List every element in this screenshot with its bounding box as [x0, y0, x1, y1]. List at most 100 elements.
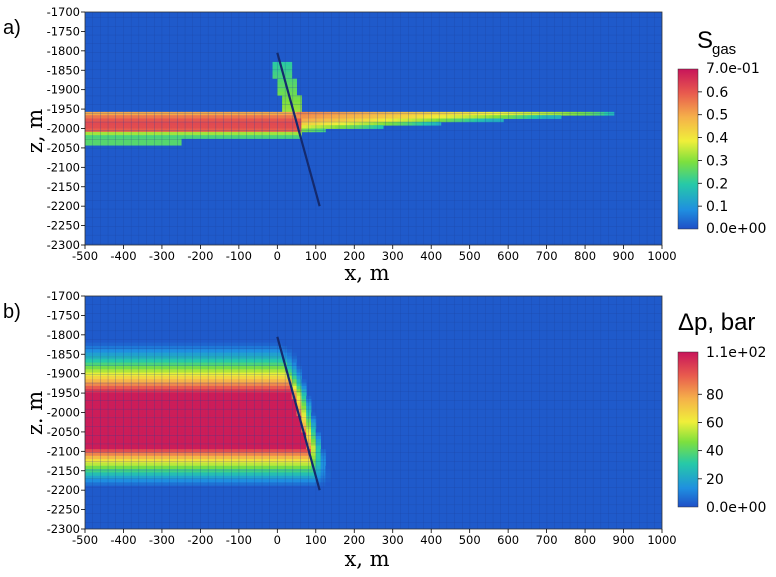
colorbar-a-min: 0.0e+00	[706, 221, 766, 237]
y-tick-label: -1900	[47, 83, 80, 97]
colorbar-tick-label: 60	[706, 415, 724, 431]
x-tick-label: -200	[187, 533, 213, 547]
colorbar-b-gradient	[677, 351, 699, 508]
y-tick-label: -1950	[47, 386, 80, 400]
y-ticks-a: -1700 -1750 -1800 -1850 -1900 -1950 -2000 -2050…	[47, 5, 85, 252]
x-tick-label: 300	[382, 249, 404, 263]
x-tick-label: 100	[305, 249, 327, 263]
colorbar-a-ticks: 0.6 0.5 0.4 0.3 0.2 0.1	[698, 85, 728, 215]
x-tick-label: 500	[459, 533, 481, 547]
x-axis-label-b: x, m	[344, 547, 389, 571]
x-tick-label: 1000	[647, 533, 676, 547]
x-tick-label: 500	[459, 249, 481, 263]
x-tick-label: 900	[613, 533, 635, 547]
x-tick-label: -300	[149, 533, 175, 547]
plot-area-a	[84, 11, 663, 246]
y-tick-label: -2250	[47, 219, 80, 233]
x-tick-label: -400	[110, 249, 136, 263]
y-ticks-b: -1700 -1750 -1800 -1850 -1900 -1950 -2000 -2050…	[47, 289, 85, 536]
panel-b-label: b)	[3, 301, 21, 323]
y-tick-label: -1850	[47, 347, 80, 361]
panel-a: a) -1700-1750-1800-1850-1900-1950-2000-2…	[3, 5, 766, 285]
x-tick-label: -400	[110, 533, 136, 547]
y-tick-label: -2000	[47, 406, 80, 420]
y-tick-label: -1800	[47, 328, 80, 342]
y-tick-label: -1700	[47, 5, 80, 19]
y-axis-label-b: z. m	[23, 391, 47, 435]
y-tick-label: -2000	[47, 122, 80, 136]
x-tick-label: -100	[226, 249, 252, 263]
colorbar-tick-label: 20	[706, 472, 724, 488]
y-tick-label: -2150	[47, 464, 80, 478]
x-axis-label-a: x, m	[344, 261, 389, 285]
x-tick-label: 1000	[647, 249, 676, 263]
x-tick-label: 400	[420, 249, 442, 263]
y-tick-label: -2300	[47, 238, 80, 252]
y-tick-label: -2050	[47, 141, 80, 155]
x-tick-label: 200	[343, 249, 365, 263]
x-ticks-b: -500 -400 -300 -200 -100 0 100 200 300 400 500 600 7…	[72, 529, 677, 547]
panel-b: b) -1700-1750-1800-1850-1900-1950-2000-2…	[3, 289, 766, 571]
panel-a-label: a)	[3, 17, 21, 39]
x-tick-label: 900	[613, 249, 635, 263]
colorbar-b: Δp, bar 1.1e+02 0.0e+00 80 60 40 20	[677, 309, 766, 516]
x-tick-label: -200	[187, 249, 213, 263]
colorbar-b-title: Δp, bar	[678, 309, 755, 336]
x-tick-label: 200	[343, 533, 365, 547]
x-tick-label: -100	[226, 533, 252, 547]
mesh-grid-a	[85, 12, 662, 245]
x-tick-label: 600	[497, 249, 519, 263]
colorbar-a-max: 7.0e-01	[706, 61, 760, 77]
y-tick-label: -2050	[47, 425, 80, 439]
colorbar-b-max: 1.1e+02	[706, 345, 766, 361]
x-tick-label: -300	[149, 249, 175, 263]
x-tick-label: -500	[72, 249, 98, 263]
y-tick-label: -1800	[47, 44, 80, 58]
x-tick-label: -500	[72, 533, 98, 547]
x-tick-label: 300	[382, 533, 404, 547]
x-tick-label: 800	[574, 533, 596, 547]
mesh-grid-b	[85, 296, 662, 529]
colorbar-tick-label: 80	[706, 387, 724, 403]
y-tick-label: -1750	[47, 24, 80, 38]
y-tick-label: -2100	[47, 444, 80, 458]
y-tick-label: -2200	[47, 483, 80, 497]
x-tick-label: 600	[497, 533, 519, 547]
y-tick-label: -1700	[47, 289, 80, 303]
colorbar-a-title: S	[697, 27, 713, 54]
colorbar-tick-label: 0.1	[706, 199, 728, 215]
x-tick-label: 100	[305, 533, 327, 547]
y-tick-label: -2250	[47, 503, 80, 517]
y-tick-label: -2150	[47, 180, 80, 194]
x-tick-label: 700	[536, 533, 558, 547]
colorbar-tick-label: 0.5	[706, 108, 728, 124]
x-tick-label: 0	[274, 249, 281, 263]
x-tick-label: 800	[574, 249, 596, 263]
colorbar-b-ticks: 80 60 40 20	[698, 387, 724, 488]
colorbar-tick-label: 0.2	[706, 176, 728, 192]
y-tick-label: -2200	[47, 199, 80, 213]
plot-area-b	[84, 295, 663, 530]
y-tick-label: -1950	[47, 102, 80, 116]
x-tick-label: 0	[274, 533, 281, 547]
y-tick-label: -1850	[47, 63, 80, 77]
colorbar-a-gradient	[677, 68, 699, 230]
colorbar-b-min: 0.0e+00	[706, 500, 766, 516]
colorbar-tick-label: 0.6	[706, 85, 728, 101]
fault-line-b	[276, 336, 321, 491]
y-tick-label: -2300	[47, 522, 80, 536]
x-tick-label: 400	[420, 533, 442, 547]
y-tick-label: -1900	[47, 367, 80, 381]
colorbar-tick-label: 0.3	[706, 153, 728, 169]
y-axis-label-a: z, m	[23, 109, 47, 153]
y-tick-label: -2100	[47, 160, 80, 174]
fault-line-a	[276, 52, 321, 207]
colorbar-tick-label: 40	[706, 444, 724, 460]
y-tick-label: -1750	[47, 308, 80, 322]
colorbar-a: S gas 7.0e-01 0.0e+00 0.6 0.5 0.4 0.3 0.2 0.1	[677, 27, 766, 237]
x-tick-label: 700	[536, 249, 558, 263]
colorbar-a-title-sub: gas	[712, 41, 736, 58]
colorbar-tick-label: 0.4	[706, 131, 728, 147]
x-ticks-a: -500 -400 -300 -200 -100 0 100 200 300 400 500 600 7…	[72, 245, 677, 263]
